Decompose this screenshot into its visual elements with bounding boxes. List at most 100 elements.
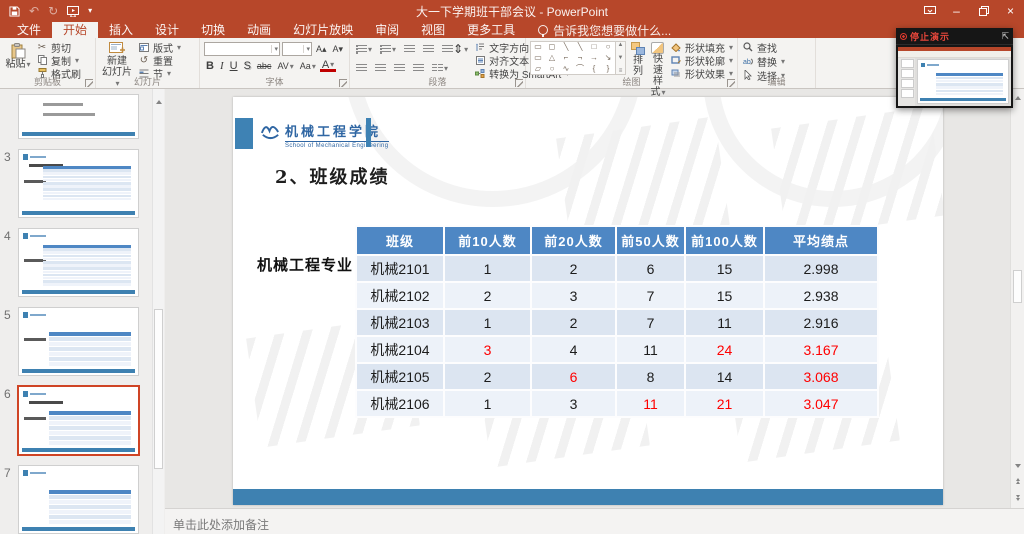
- font-name-combo[interactable]: ▾: [204, 42, 280, 56]
- decrease-font-icon[interactable]: A▾: [332, 43, 344, 54]
- notes-pane[interactable]: 单击此处添加备注: [165, 508, 1024, 534]
- new-slide-button[interactable]: 新建 幻灯片: [100, 41, 134, 78]
- strikethrough-button[interactable]: abc: [256, 61, 272, 71]
- paragraph-dialog-launcher[interactable]: [515, 79, 523, 87]
- shape-option[interactable]: }: [606, 63, 610, 73]
- save-icon[interactable]: [9, 5, 20, 17]
- ribbon-display-options-icon[interactable]: [916, 0, 943, 22]
- shape-effects-button[interactable]: 形状效果: [670, 67, 733, 81]
- close-button[interactable]: ×: [1006, 4, 1014, 18]
- align-text-button[interactable]: 对齐文本: [474, 54, 569, 68]
- bullets-icon[interactable]: [354, 43, 374, 56]
- slide-thumbnail-7[interactable]: 7: [0, 465, 165, 534]
- tab-更多工具[interactable]: 更多工具: [467, 23, 516, 37]
- font-color-button[interactable]: A: [319, 59, 337, 72]
- shape-option[interactable]: ╲: [577, 42, 583, 52]
- justify-icon[interactable]: [411, 62, 426, 75]
- shape-option[interactable]: ○: [605, 42, 611, 52]
- section-button[interactable]: 节: [138, 67, 181, 81]
- expand-icon[interactable]: ⇱: [1001, 30, 1009, 41]
- undo-icon[interactable]: ↶: [29, 4, 40, 18]
- italic-button[interactable]: I: [219, 60, 224, 72]
- stop-presenting-button[interactable]: 停止演示: [910, 31, 951, 42]
- shape-option[interactable]: ◻: [548, 42, 556, 52]
- slide-thumbnail-4[interactable]: 4: [0, 228, 165, 297]
- tab-切换[interactable]: 切换: [201, 23, 226, 37]
- slide-thumbnail-6[interactable]: 6: [0, 385, 165, 456]
- tab-视图[interactable]: 视图: [421, 23, 446, 37]
- next-slide-button[interactable]: [1011, 491, 1024, 504]
- columns-icon[interactable]: [430, 62, 450, 75]
- thumbnail-scrollbar[interactable]: [152, 89, 164, 534]
- decrease-indent-icon[interactable]: [402, 43, 417, 56]
- align-left-icon[interactable]: [354, 62, 369, 75]
- shape-option[interactable]: ∿: [562, 63, 570, 73]
- tab-设计[interactable]: 设计: [155, 23, 180, 37]
- tab-插入[interactable]: 插入: [109, 23, 134, 37]
- major-label[interactable]: 机械工程专业: [257, 257, 354, 274]
- shape-option[interactable]: ¬: [577, 52, 583, 62]
- shape-option[interactable]: ▭: [534, 52, 542, 62]
- shape-option[interactable]: {: [592, 63, 596, 73]
- scroll-down-icon[interactable]: [1011, 459, 1024, 472]
- previous-slide-button[interactable]: [1011, 475, 1024, 488]
- text-direction-button[interactable]: 文字方向: [474, 41, 569, 55]
- customize-qat-icon[interactable]: ▾: [88, 6, 93, 15]
- tab-幻灯片放映[interactable]: 幻灯片放映: [293, 23, 354, 37]
- shape-option[interactable]: ○: [549, 63, 555, 73]
- copy-button[interactable]: 复制: [36, 54, 81, 68]
- numbering-icon[interactable]: [378, 43, 398, 56]
- grade-table[interactable]: 班级 前10人数 前20人数 前50人数 前100人数 平均绩点 机械2101 1 2 6 15 2…: [355, 225, 879, 418]
- character-spacing-button[interactable]: AV: [275, 59, 295, 73]
- presentation-overlay[interactable]: 停止演示 ⇱: [896, 28, 1013, 108]
- convert-smartart-button[interactable]: 转换为 SmartArt: [474, 67, 569, 81]
- reset-button[interactable]: ↺ 重置: [139, 54, 173, 68]
- select-button[interactable]: 选择: [742, 69, 785, 83]
- shape-option[interactable]: ⌒: [576, 63, 584, 73]
- increase-font-icon[interactable]: A▴: [315, 43, 327, 54]
- slide-canvas[interactable]: 机械工程学院 School of Mechanical Engineering …: [233, 97, 943, 505]
- clipboard-dialog-launcher[interactable]: [85, 79, 93, 87]
- shape-option[interactable]: →: [590, 52, 598, 62]
- redo-icon[interactable]: ↻: [48, 4, 59, 18]
- font-size-combo[interactable]: ▾: [281, 42, 312, 56]
- increase-indent-icon[interactable]: [421, 43, 436, 56]
- restore-button[interactable]: [970, 0, 997, 22]
- tab-动画[interactable]: 动画: [247, 23, 272, 37]
- shape-option[interactable]: ⌐: [563, 52, 569, 62]
- change-case-button[interactable]: Aa: [298, 59, 318, 73]
- shape-option[interactable]: □: [591, 42, 597, 52]
- tab-审阅[interactable]: 审阅: [375, 23, 400, 37]
- text-shadow-button[interactable]: S: [243, 60, 251, 72]
- align-center-icon[interactable]: [373, 62, 388, 75]
- shapes-gallery-scroll[interactable]: ▲ ▼ ≡: [616, 41, 626, 75]
- tab-开始[interactable]: 开始: [52, 22, 99, 38]
- tell-me-box[interactable]: 告诉我您想要做什么...: [526, 22, 683, 38]
- slide-thumbnail-5[interactable]: 5: [0, 307, 165, 376]
- font-dialog-launcher[interactable]: [339, 79, 347, 87]
- scroll-up-icon[interactable]: [1011, 91, 1024, 104]
- minimize-button[interactable]: –: [953, 4, 960, 18]
- layout-button[interactable]: 版式: [138, 41, 181, 55]
- slide-title[interactable]: 2、班级成绩: [275, 167, 390, 188]
- shape-outline-button[interactable]: 形状轮廓: [670, 54, 733, 68]
- align-right-icon[interactable]: [392, 62, 407, 75]
- bold-button[interactable]: B: [206, 60, 214, 72]
- scroll-up-icon[interactable]: [153, 95, 164, 108]
- drawing-dialog-launcher[interactable]: [727, 79, 735, 87]
- thumbnail-scrollbar-thumb[interactable]: [154, 309, 163, 469]
- find-button[interactable]: 查找: [742, 41, 785, 55]
- shape-option[interactable]: ▱: [534, 63, 542, 73]
- replace-button[interactable]: ab 替换: [742, 55, 785, 69]
- slide-thumbnail-3[interactable]: 3: [0, 149, 165, 218]
- arrange-button[interactable]: 排列: [630, 41, 646, 77]
- paste-button[interactable]: 粘贴: [4, 41, 32, 77]
- shape-option[interactable]: ▭: [534, 42, 542, 52]
- shape-option[interactable]: △: [548, 52, 556, 62]
- line-spacing-icon[interactable]: ⇕: [440, 42, 470, 56]
- quick-styles-button[interactable]: 快速 样式: [650, 41, 666, 98]
- shape-option[interactable]: ╲: [563, 42, 569, 52]
- underline-button[interactable]: U: [229, 60, 238, 72]
- shape-fill-button[interactable]: 形状填充: [670, 41, 733, 55]
- canvas-scrollbar[interactable]: [1010, 89, 1024, 508]
